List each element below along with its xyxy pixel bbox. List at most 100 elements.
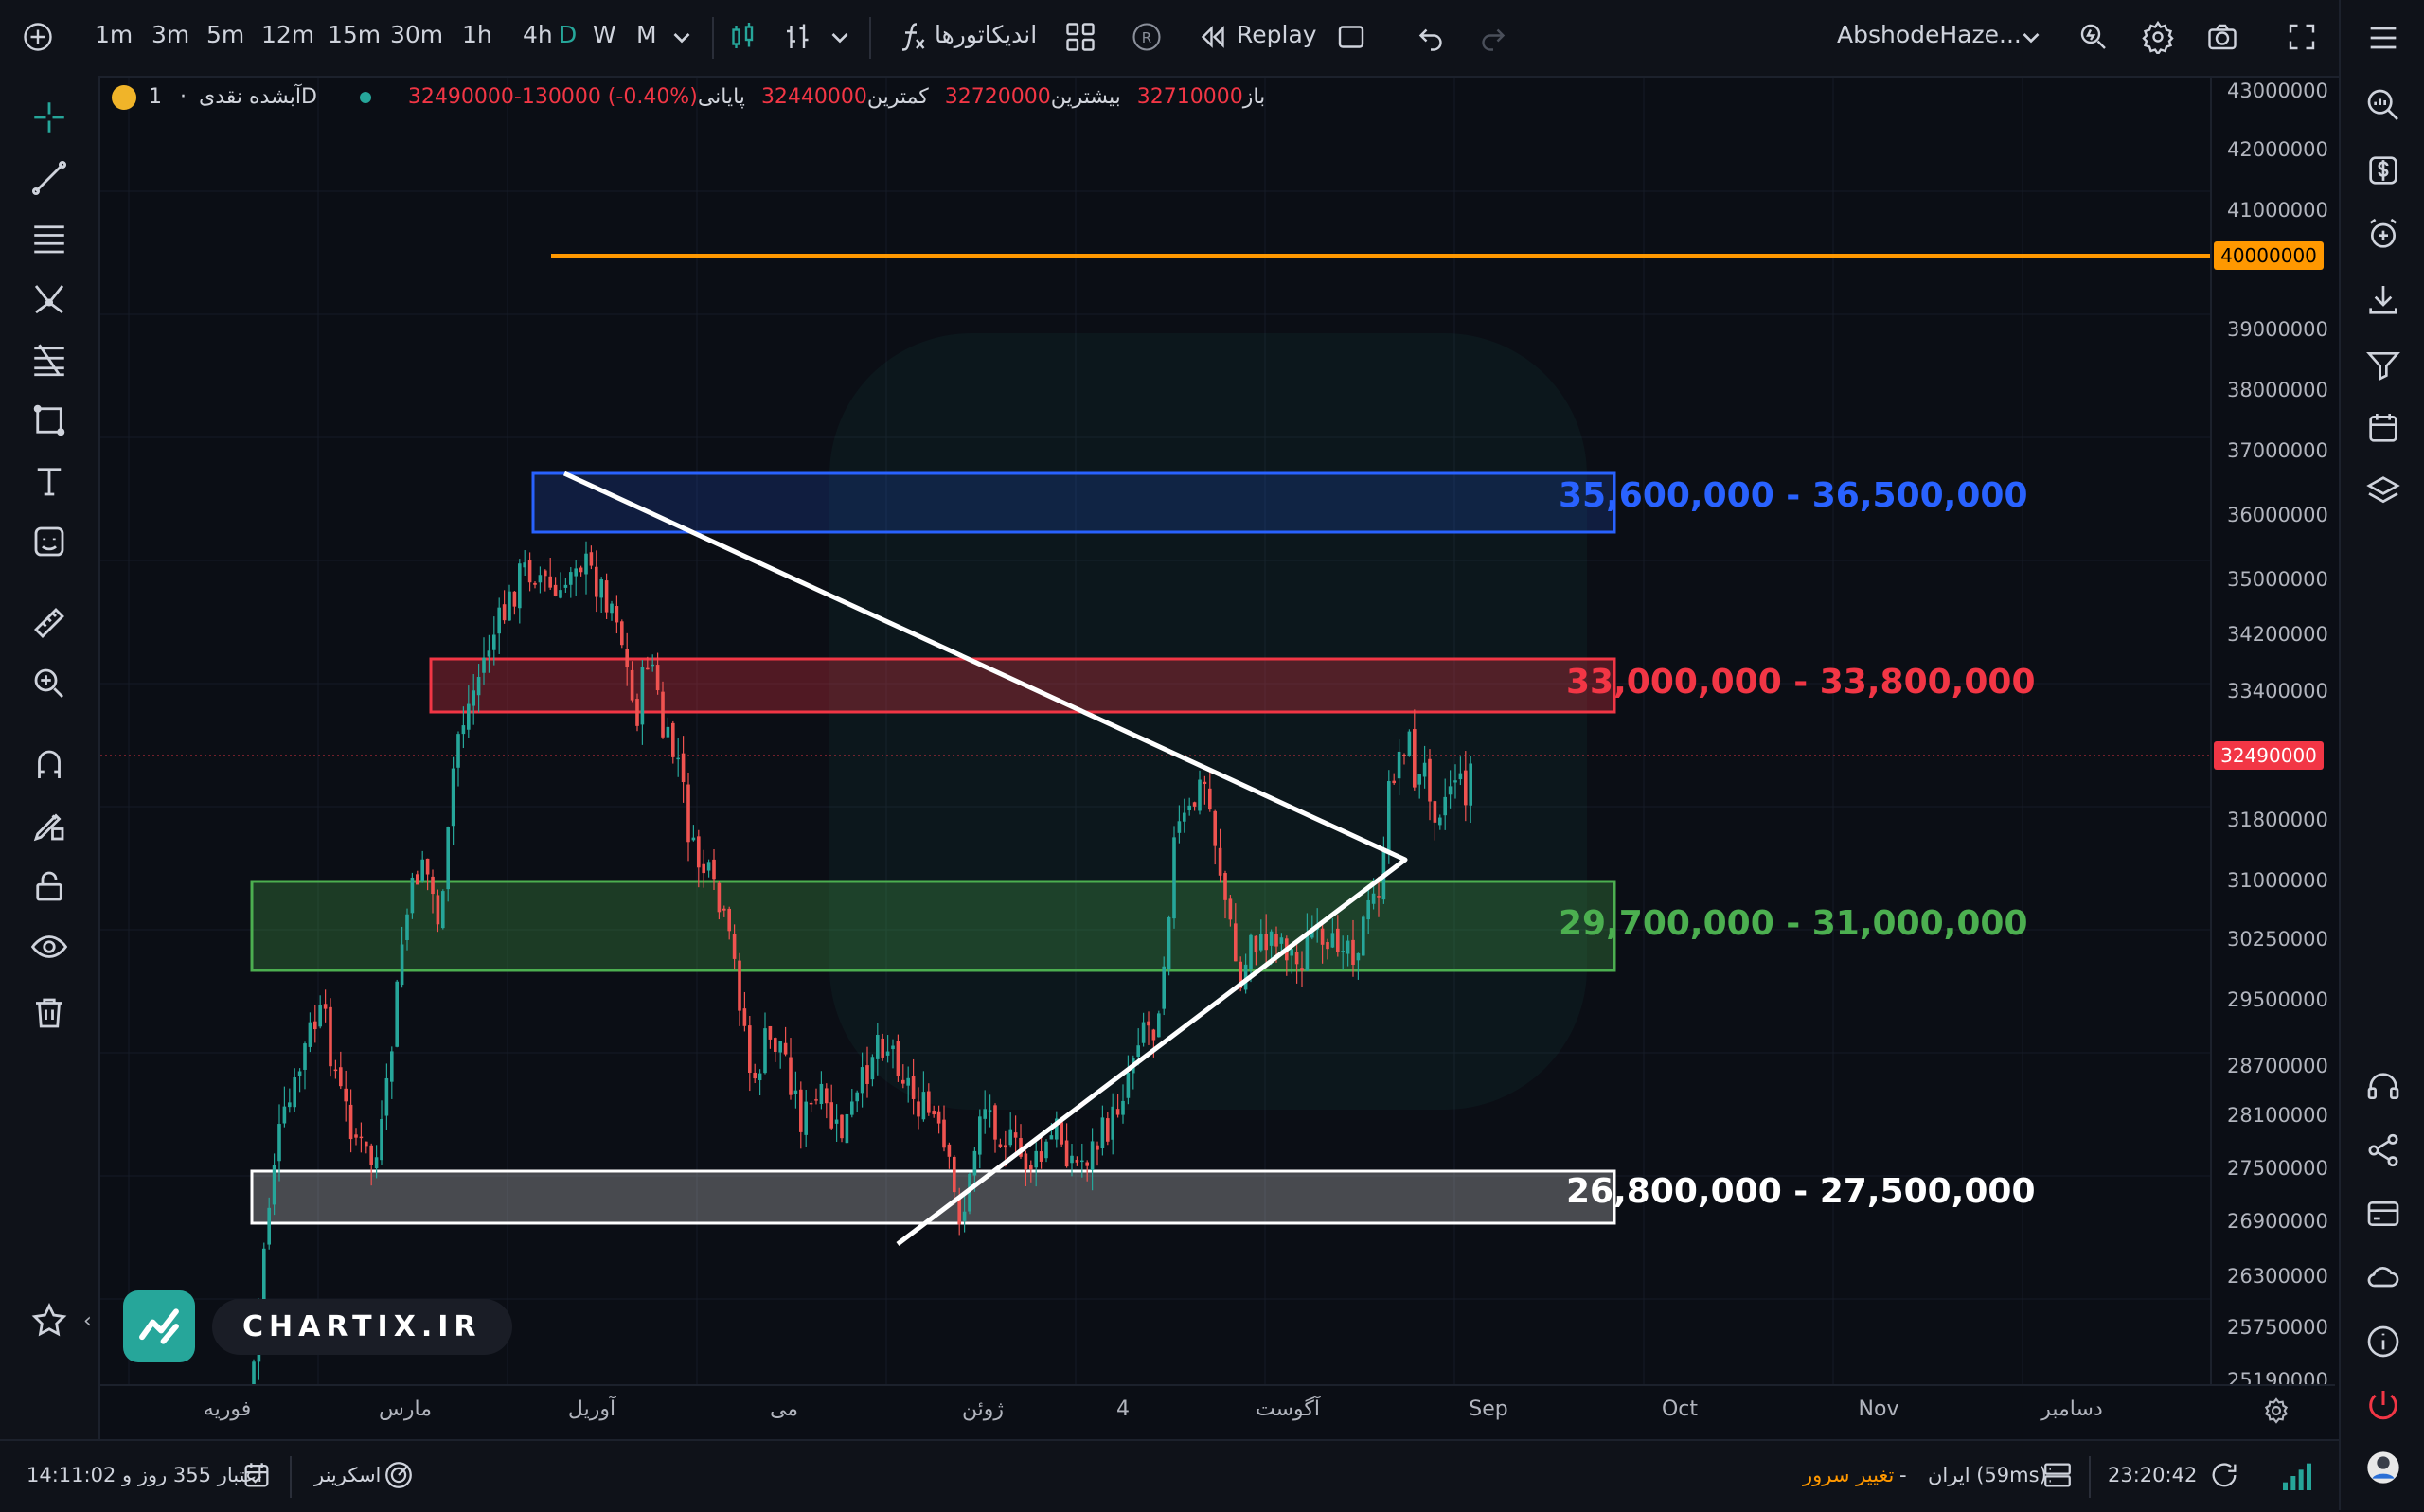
zone-blue[interactable]: [531, 471, 1616, 534]
trash-icon[interactable]: [26, 989, 73, 1037]
crosshair-icon[interactable]: [26, 94, 73, 141]
chart-grid: [100, 78, 2210, 1384]
ruler-icon[interactable]: [26, 599, 73, 647]
alert-r-icon[interactable]: R: [1123, 13, 1170, 61]
candle-body: [1254, 935, 1258, 953]
fullscreen-icon[interactable]: [2278, 13, 2326, 61]
top-toolbar: 1m 3m 5m 12m 15m 30m 1h 4h D W M اندیکاتورها R Rep…: [0, 0, 2424, 78]
share-icon[interactable]: [2360, 1127, 2407, 1174]
timeframe-3m[interactable]: 3m: [152, 21, 190, 48]
chart-canvas[interactable]: [100, 78, 2210, 1384]
redo-icon[interactable]: [1470, 13, 1517, 61]
lock-icon[interactable]: [26, 863, 73, 910]
rectangle-shape-icon[interactable]: [26, 397, 73, 444]
axis-settings-gear-icon[interactable]: [2261, 1396, 2293, 1428]
replay-icon[interactable]: [1189, 13, 1237, 61]
analysis-search-icon[interactable]: [2360, 81, 2407, 129]
alarm-clock-icon[interactable]: [2360, 210, 2407, 258]
time-tick-label: مارس: [379, 1397, 432, 1421]
refresh-icon[interactable]: [2208, 1459, 2240, 1495]
screener-button[interactable]: اسکرینر: [314, 1464, 382, 1486]
chevron-down-icon[interactable]: [816, 13, 864, 61]
candle-body: [492, 634, 496, 650]
screener-radar-icon[interactable]: [383, 1459, 415, 1495]
candle-body: [1147, 1021, 1150, 1026]
undo-icon[interactable]: [1407, 13, 1454, 61]
timeframe-w[interactable]: W: [593, 21, 616, 48]
replay-button[interactable]: Replay: [1237, 21, 1317, 48]
candle-body: [840, 1114, 844, 1139]
price-tick-label: 35000000: [2227, 568, 2328, 591]
indicators-fx-icon[interactable]: [890, 13, 937, 61]
menu-icon[interactable]: [2360, 14, 2407, 62]
triangle-pattern[interactable]: [562, 471, 1408, 1246]
server-icon[interactable]: [2041, 1459, 2074, 1495]
indicators-button[interactable]: اندیکاتورها: [935, 21, 1038, 48]
zone-white[interactable]: [250, 1169, 1616, 1225]
favorites-star-icon[interactable]: [26, 1297, 73, 1344]
support-headset-icon[interactable]: [2360, 1063, 2407, 1111]
zoom-in-icon[interactable]: [26, 660, 73, 707]
candle-body: [1259, 934, 1263, 951]
candle-body: [461, 725, 466, 735]
visibility-eye-icon[interactable]: [26, 923, 73, 970]
candle-body: [1126, 1073, 1131, 1098]
camera-snapshot-icon[interactable]: [2199, 13, 2246, 61]
time-axis[interactable]: فوریه مارس آوریل می ژوئن 4 آگوست Sep Oct Nov دسامب…: [100, 1384, 2335, 1435]
symbol-name[interactable]: آبشده نقدی: [199, 85, 301, 109]
horizontal-lines-icon[interactable]: [26, 215, 73, 262]
emoji-sticker-icon[interactable]: [26, 518, 73, 565]
candle-body: [599, 578, 603, 598]
settings-gear-icon[interactable]: [2134, 13, 2182, 61]
pattern-tool-icon[interactable]: [26, 276, 73, 323]
draw-mode-icon[interactable]: [26, 802, 73, 849]
gann-fib-icon[interactable]: [26, 336, 73, 383]
price-axis[interactable]: 43000000 42000000 41000000 39000000 38000000…: [2210, 78, 2337, 1392]
templates-grid-icon[interactable]: [1057, 13, 1104, 61]
change-server-button[interactable]: تغییر سرور: [1803, 1464, 1895, 1486]
candle-body: [911, 1076, 916, 1099]
candle-body: [1136, 1045, 1140, 1058]
timeframe-1h[interactable]: 1h: [462, 21, 492, 48]
candle-body: [533, 582, 537, 585]
calendar-icon[interactable]: [2360, 404, 2407, 452]
candle-body: [1064, 1140, 1069, 1167]
candle-body: [891, 1045, 895, 1050]
rectangle-icon[interactable]: [1328, 13, 1375, 61]
info-icon[interactable]: [2360, 1318, 2407, 1365]
quick-search-icon[interactable]: [2070, 13, 2117, 61]
calendar-check-icon[interactable]: [241, 1459, 273, 1495]
filter-icon[interactable]: [2360, 341, 2407, 388]
price-tick-label: 41000000: [2227, 199, 2328, 222]
timeframe-1m[interactable]: 1m: [95, 21, 134, 48]
timeframe-4h[interactable]: 4h: [523, 21, 553, 48]
timeframe-30m[interactable]: 30m: [390, 21, 444, 48]
candles-chart-type-icon[interactable]: [720, 13, 767, 61]
collapse-arrow-icon[interactable]: ‹: [83, 1309, 92, 1333]
zone-green[interactable]: [250, 880, 1616, 972]
add-symbol-icon[interactable]: [14, 13, 62, 61]
download-icon[interactable]: [2360, 276, 2407, 324]
card-payment-icon[interactable]: [2360, 1190, 2407, 1237]
candle-body: [1203, 781, 1207, 785]
user-layout-name[interactable]: AbshodeHaze...: [1837, 21, 2022, 48]
trend-line-icon[interactable]: [26, 154, 73, 202]
chevron-down-icon[interactable]: [2007, 13, 2055, 61]
dollar-icon[interactable]: [2360, 147, 2407, 194]
power-icon[interactable]: [2360, 1381, 2407, 1429]
timeframe-15m[interactable]: 15m: [328, 21, 382, 48]
bar-chart-type-icon[interactable]: [775, 13, 822, 61]
price-tick-label: 28700000: [2227, 1055, 2328, 1077]
timeframe-12m[interactable]: 12m: [261, 21, 315, 48]
timeframe-m[interactable]: M: [636, 21, 657, 48]
timeframe-5m[interactable]: 5m: [206, 21, 245, 48]
candle-body: [1100, 1117, 1105, 1149]
layers-icon[interactable]: [2360, 467, 2407, 514]
avatar[interactable]: [2360, 1444, 2407, 1491]
candle-body: [1326, 942, 1329, 950]
text-tool-icon[interactable]: [26, 457, 73, 505]
cloud-icon[interactable]: [2360, 1253, 2407, 1300]
magnet-icon[interactable]: [26, 741, 73, 789]
timeframe-d[interactable]: D: [559, 21, 578, 48]
chevron-down-icon[interactable]: [658, 13, 705, 61]
